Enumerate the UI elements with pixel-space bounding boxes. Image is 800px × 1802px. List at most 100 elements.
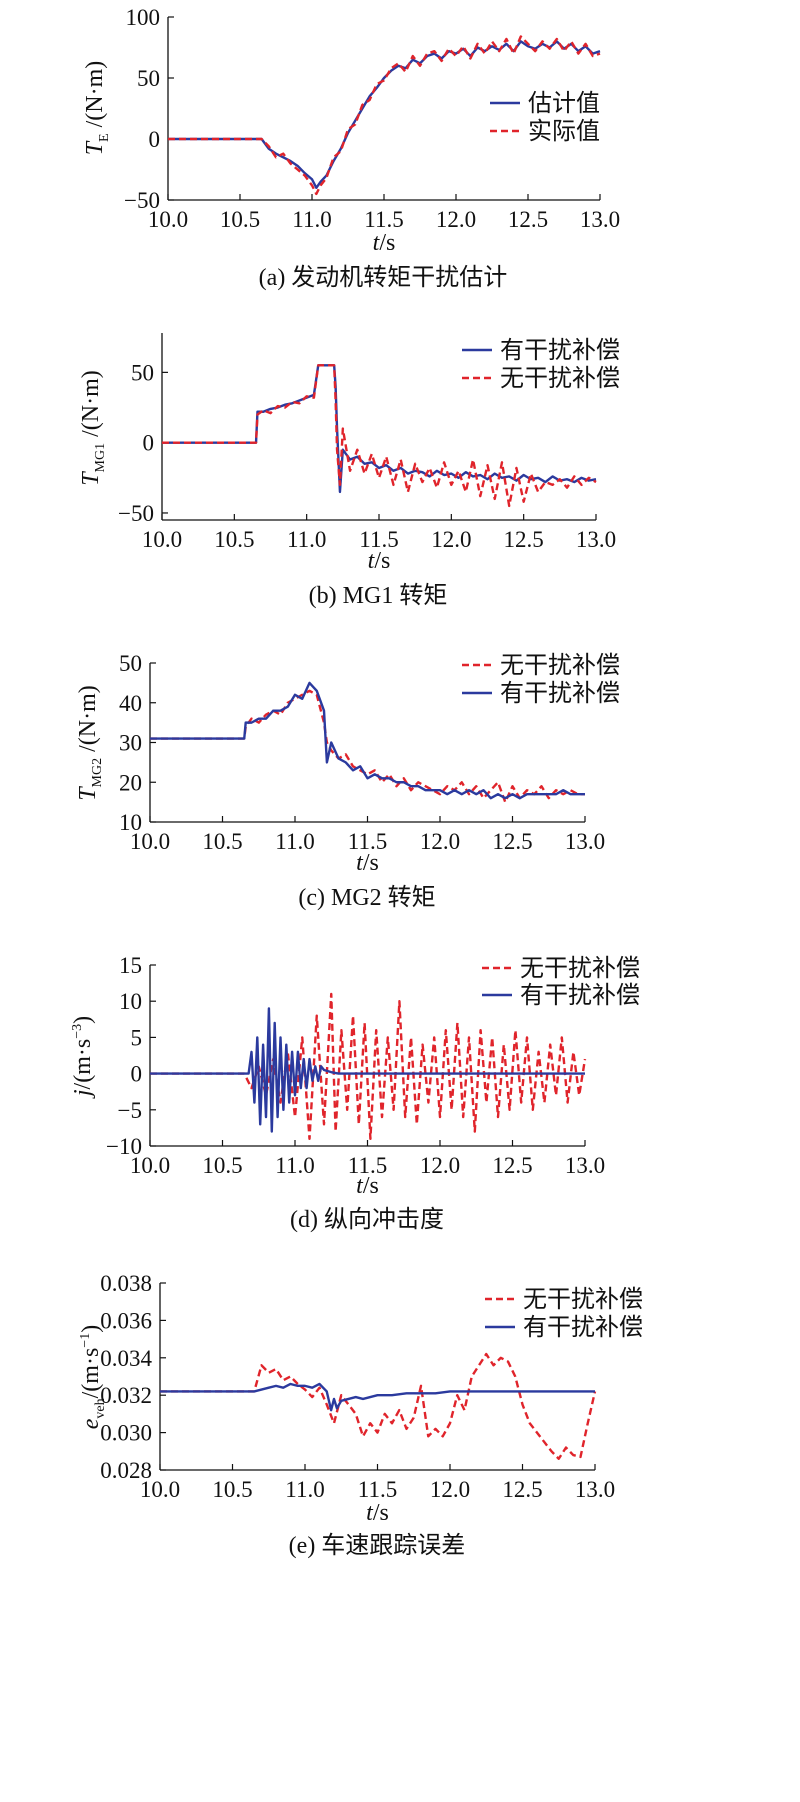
x-tick-label: 12.0 bbox=[436, 207, 476, 232]
y-tick-label: −50 bbox=[124, 188, 160, 213]
y-tick-label: 0.032 bbox=[100, 1383, 152, 1408]
x-axis-title-unit: /s bbox=[363, 1173, 379, 1199]
y-tick-label: 100 bbox=[126, 5, 161, 30]
y-tick-label: 40 bbox=[119, 691, 142, 716]
chart-panel-c: 10.0 10.5 11.0 11.5 12.0 12.5 13.01020304050t/… bbox=[75, 651, 620, 911]
x-tick-label: 10.0 bbox=[142, 527, 182, 552]
legend-label: 有干扰补偿 bbox=[500, 337, 620, 364]
x-tick-label: 11.5 bbox=[358, 1477, 397, 1502]
chart-panel-d: 10.0 10.5 11.0 11.5 12.0 12.5 13.0 −10 −5 0 5 10 15 t… bbox=[70, 953, 640, 1233]
y-tick-label: 0.038 bbox=[100, 1271, 152, 1296]
x-tick-label: 10.0 bbox=[140, 1477, 180, 1502]
x-tick-label: 12.0 bbox=[430, 1477, 470, 1502]
series-line-2 bbox=[150, 1007, 585, 1133]
series-line-2 bbox=[168, 35, 601, 196]
y-tick-label: 0 bbox=[149, 127, 161, 152]
x-axis-title-unit: /s bbox=[379, 230, 395, 256]
x-tick-label: 13.0 bbox=[576, 527, 616, 552]
y-axis-title-close: ) bbox=[78, 1325, 104, 1333]
x-axis-title-var: t bbox=[356, 850, 364, 876]
x-axis-title-var: t bbox=[368, 548, 376, 574]
y-tick-label: 0 bbox=[143, 431, 155, 456]
series-line-2 bbox=[162, 364, 597, 508]
x-axis-title-var: t bbox=[356, 1173, 364, 1199]
x-tick-label: 10.5 bbox=[212, 1477, 252, 1502]
x-axis-title: t/s bbox=[366, 1500, 389, 1526]
y-axis-title-unit: /(N·m) bbox=[82, 61, 108, 134]
y-axis-title-unit: /(N·m) bbox=[75, 685, 101, 758]
legend-label: 估计值 bbox=[528, 90, 600, 117]
y-axis-title-var: T bbox=[82, 140, 108, 155]
legend-label: 无干扰补偿 bbox=[520, 955, 640, 982]
legend-label: 无干扰补偿 bbox=[500, 365, 620, 392]
y-axis-title-sub: MG2 bbox=[90, 758, 105, 788]
y-tick-label: 0.028 bbox=[100, 1458, 152, 1483]
y-tick-label: −5 bbox=[118, 1098, 142, 1123]
x-axis-title-unit: /s bbox=[373, 1500, 389, 1526]
x-axis-title-unit: /s bbox=[363, 850, 379, 876]
y-axis-title-sub: veh bbox=[93, 1398, 108, 1418]
y-tick-label: 50 bbox=[119, 651, 142, 676]
y-axis-title: TE /(N·m) bbox=[82, 61, 112, 156]
x-tick-label: 11.5 bbox=[364, 207, 403, 232]
y-tick-label: 20 bbox=[119, 770, 142, 795]
y-tick-label: 50 bbox=[131, 360, 154, 385]
y-axis-title-unit: /(m·s bbox=[78, 1348, 104, 1399]
x-tick-label: 13.0 bbox=[565, 829, 605, 854]
x-tick-label: 11.0 bbox=[292, 207, 331, 232]
y-axis-title: TMG1 /(N·m) bbox=[78, 370, 108, 486]
x-tick-label: 12.5 bbox=[508, 207, 548, 232]
legend-label: 无干扰补偿 bbox=[523, 1286, 643, 1313]
x-tick-label: 10.5 bbox=[202, 1153, 242, 1178]
y-tick-label: 0 bbox=[131, 1062, 143, 1087]
y-tick-label: 15 bbox=[119, 953, 142, 978]
x-tick-label: 12.0 bbox=[420, 1153, 460, 1178]
x-tick-label: 10.5 bbox=[202, 829, 242, 854]
y-axis-title-sub: E bbox=[97, 133, 112, 142]
y-tick-label: 0.036 bbox=[100, 1308, 152, 1333]
x-tick-label: 11.5 bbox=[348, 829, 387, 854]
panel-caption: (d) 纵向冲击度 bbox=[290, 1206, 444, 1233]
y-axis-title: eveh/(m·s−1) bbox=[78, 1325, 108, 1429]
legend-label: 有干扰补偿 bbox=[523, 1314, 643, 1341]
panel-caption: (e) 车速跟踪误差 bbox=[289, 1532, 466, 1559]
x-axis-title-var: t bbox=[373, 230, 381, 256]
y-axis-title-unit: /(N·m) bbox=[78, 370, 104, 443]
y-tick-label: 10 bbox=[119, 989, 142, 1014]
x-axis-title-var: t bbox=[366, 1500, 374, 1526]
chart-panel-a: 10.0 10.5 11.0 11.5 12.0 12.5 13.0 −50 0 50 100 t/s… bbox=[82, 5, 620, 291]
y-axis-title-var: e bbox=[78, 1418, 104, 1429]
x-tick-label: 10.5 bbox=[214, 527, 254, 552]
x-tick-label: 12.5 bbox=[492, 829, 532, 854]
series-line-1 bbox=[150, 992, 587, 1140]
x-axis-title: t/s bbox=[373, 230, 396, 256]
x-tick-label: 10.0 bbox=[130, 1153, 170, 1178]
y-axis-title: TMG2 /(N·m) bbox=[75, 685, 105, 801]
y-axis-title-sub: MG1 bbox=[93, 443, 108, 473]
x-axis-title: t/s bbox=[368, 548, 391, 574]
x-tick-label: 10.5 bbox=[220, 207, 260, 232]
x-tick-label: 11.0 bbox=[285, 1477, 324, 1502]
legend-label: 无干扰补偿 bbox=[500, 652, 620, 679]
y-tick-label: −10 bbox=[106, 1134, 142, 1159]
panel-caption: (a) 发动机转矩干扰估计 bbox=[259, 264, 508, 291]
y-tick-label: 0.030 bbox=[100, 1421, 152, 1446]
x-tick-label: 11.0 bbox=[275, 829, 314, 854]
series-line-2 bbox=[160, 1382, 595, 1412]
y-axis-title-exp: −3 bbox=[70, 1024, 85, 1039]
y-axis-title-var: j bbox=[70, 1089, 96, 1099]
y-tick-label: 10 bbox=[119, 810, 142, 835]
x-axis-title: t/s bbox=[356, 850, 379, 876]
y-tick-label: 50 bbox=[137, 66, 160, 91]
x-tick-label: 12.0 bbox=[420, 829, 460, 854]
chart-panel-b: 10.0 10.5 11.0 11.5 12.0 12.5 13.0 −50 0 50 t/s TMG… bbox=[78, 333, 620, 609]
panel-caption: (c) MG2 转矩 bbox=[298, 884, 435, 911]
y-axis-title-close: ) bbox=[70, 1016, 96, 1024]
panel-caption: (b) MG1 转矩 bbox=[309, 582, 448, 609]
series-line-1 bbox=[160, 1352, 597, 1460]
y-axis-title-var: T bbox=[78, 471, 104, 486]
x-axis-title-unit: /s bbox=[374, 548, 390, 574]
series-line-1 bbox=[150, 689, 585, 804]
x-tick-label: 10.0 bbox=[130, 829, 170, 854]
